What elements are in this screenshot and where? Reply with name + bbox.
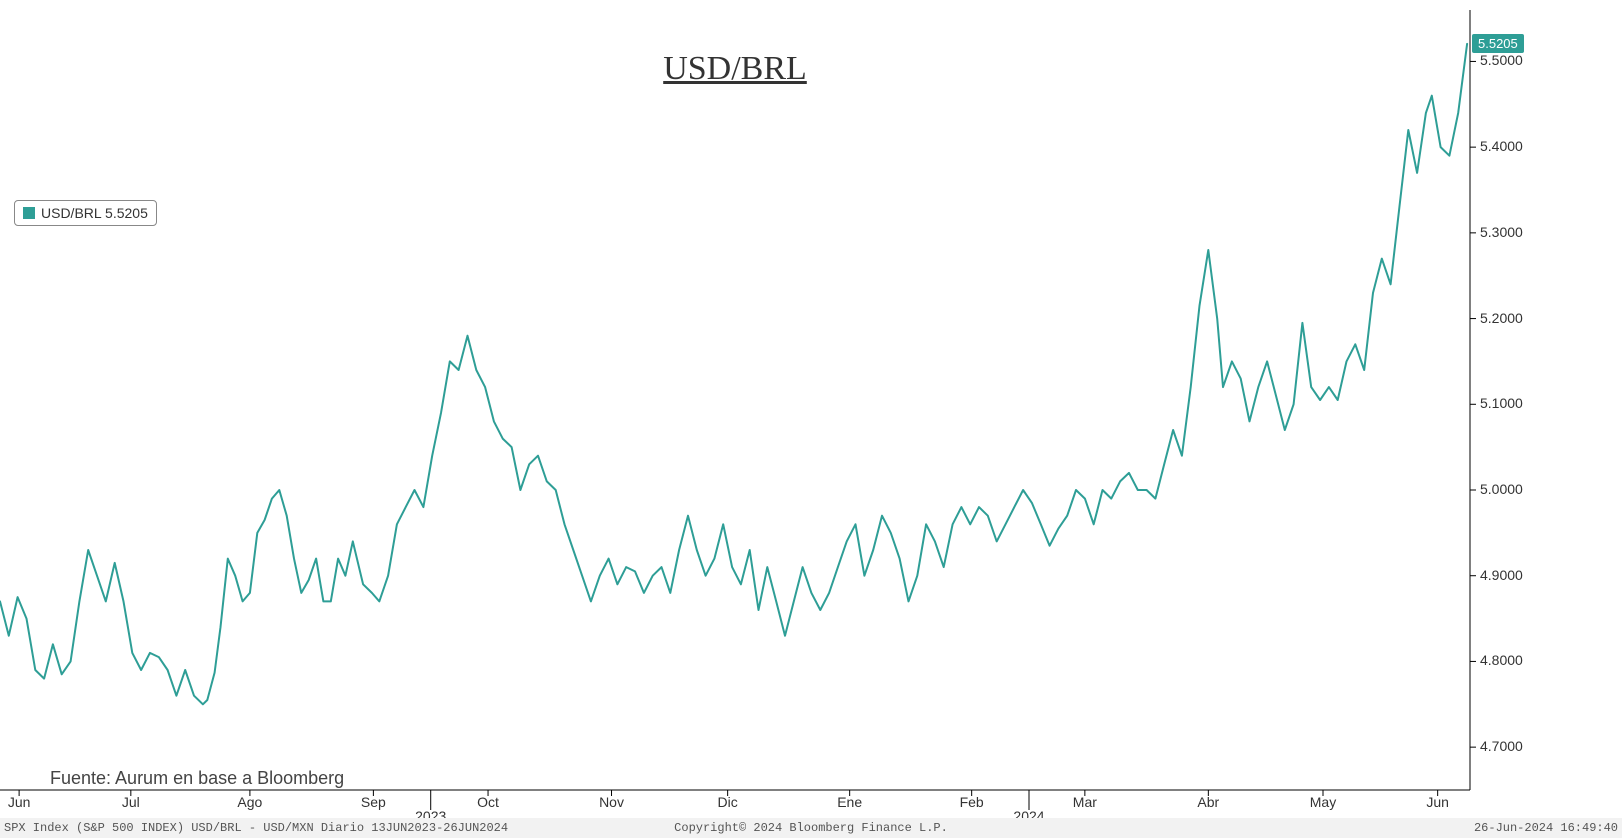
ytick-label: 5.0000 — [1480, 481, 1523, 497]
xtick-label: Mar — [1073, 794, 1097, 810]
xtick-label: Jun — [1426, 794, 1449, 810]
xtick-label: Ago — [237, 794, 262, 810]
xtick-label: Feb — [960, 794, 984, 810]
xtick-label: Sep — [361, 794, 386, 810]
ytick-label: 4.9000 — [1480, 567, 1523, 583]
xtick-label: Ene — [837, 794, 862, 810]
chart-svg — [0, 0, 1622, 838]
xtick-label: Nov — [599, 794, 624, 810]
ytick-label: 4.7000 — [1480, 738, 1523, 754]
xtick-label: Jun — [8, 794, 31, 810]
ytick-label: 4.8000 — [1480, 652, 1523, 668]
xtick-label: Oct — [477, 794, 499, 810]
xtick-label: Dic — [718, 794, 738, 810]
footer-left: SPX Index (S&P 500 INDEX) USD/BRL - USD/… — [4, 821, 542, 835]
footer-right: 26-Jun-2024 16:49:40 — [1080, 821, 1618, 835]
xtick-label: Jul — [122, 794, 140, 810]
xtick-label: May — [1310, 794, 1336, 810]
xtick-label: Abr — [1197, 794, 1219, 810]
footer-bar: SPX Index (S&P 500 INDEX) USD/BRL - USD/… — [0, 818, 1622, 838]
ytick-label: 5.3000 — [1480, 224, 1523, 240]
ytick-label: 5.1000 — [1480, 395, 1523, 411]
chart-container: USD/BRL USD/BRL 5.5205 4.70004.80004.900… — [0, 0, 1622, 838]
footer-center: Copyright© 2024 Bloomberg Finance L.P. — [542, 821, 1080, 835]
ytick-label: 5.2000 — [1480, 310, 1523, 326]
price-line — [0, 44, 1467, 704]
ytick-label: 5.4000 — [1480, 138, 1523, 154]
last-value-flag: 5.5205 — [1472, 34, 1524, 53]
source-text: Fuente: Aurum en base a Bloomberg — [50, 768, 344, 789]
ytick-label: 5.5000 — [1480, 52, 1523, 68]
